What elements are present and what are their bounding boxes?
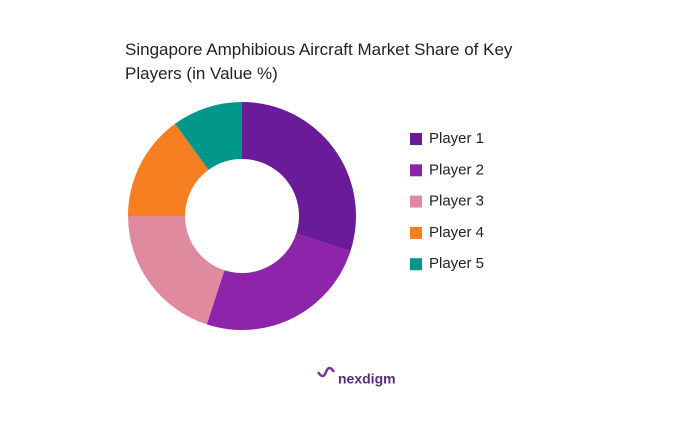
- donut-slice: [242, 102, 357, 252]
- logo: nexdigm: [338, 371, 396, 387]
- chart-title: Singapore Amphibious Aircraft Market Sha…: [125, 40, 513, 83]
- legend-swatch: [410, 133, 422, 145]
- legend-label: Player 5: [429, 255, 484, 272]
- donut-slice: [206, 233, 351, 330]
- donut-slice: [174, 102, 242, 170]
- donut-slice: [128, 216, 225, 325]
- donut-slice: [128, 123, 209, 216]
- legend-swatch: [410, 164, 422, 177]
- legend-swatch: [410, 226, 422, 239]
- legend-label: Player 2: [429, 161, 484, 178]
- legend-label: Player 1: [429, 130, 484, 147]
- legend-swatch: [410, 195, 422, 208]
- legend-label: Player 4: [429, 224, 484, 241]
- legend-label: Player 3: [429, 193, 484, 210]
- logo-icon: [316, 366, 336, 378]
- legend-swatch: [410, 258, 422, 271]
